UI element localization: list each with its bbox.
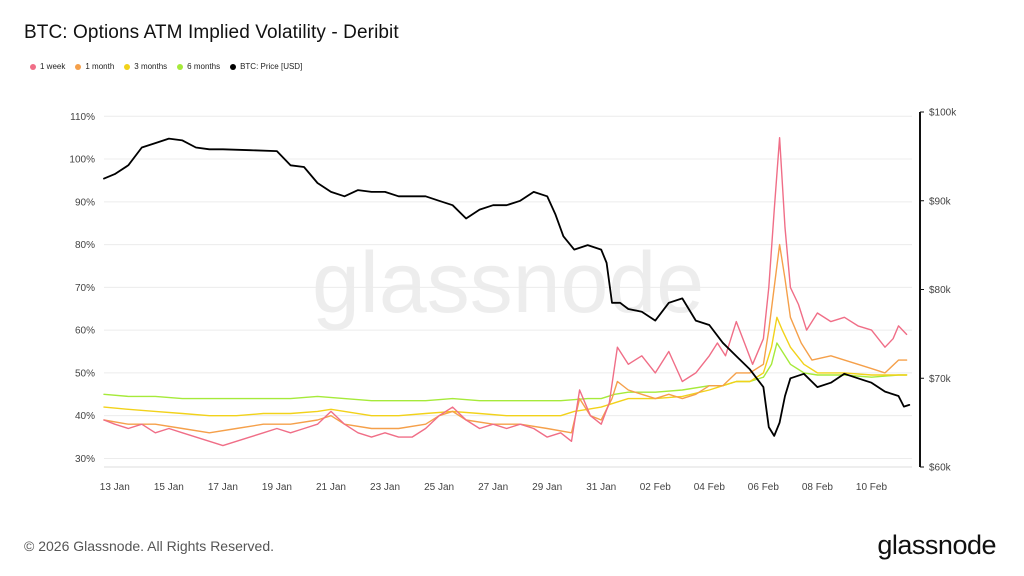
watermark: glassnode (312, 235, 704, 331)
glassnode-logo: glassnode (877, 530, 996, 560)
legend-swatch-3-months (124, 63, 131, 70)
series-line-btc-price-usd- (103, 137, 911, 437)
legend-label: 1 month (85, 62, 115, 71)
x-tick-label: 04 Feb (694, 482, 726, 493)
chart-title: BTC: Options ATM Implied Volatility - De… (24, 22, 399, 43)
y-left-tick-label: 110% (70, 112, 95, 123)
y-left-tick-label: 50% (75, 368, 95, 379)
copyright-footer: © 2026 Glassnode. All Rights Reserved. (24, 538, 275, 554)
x-tick-label: 15 Jan (154, 482, 184, 493)
chart-legend: 1 week 1 month 3 months 6 months BTC: Pr… (30, 62, 302, 71)
x-tick-label: 31 Jan (586, 482, 616, 493)
legend-item-1-month[interactable]: 1 month (75, 62, 114, 71)
y-right-tick-label: $80k (929, 285, 952, 296)
x-tick-label: 08 Feb (802, 482, 834, 493)
y-right-tick-label: $70k (929, 374, 952, 385)
y-left-tick-label: 80% (75, 240, 95, 251)
legend-swatch-1-week (30, 63, 36, 70)
legend-label: BTC: Price [USD] (240, 62, 303, 71)
x-tick-label: 17 Jan (208, 482, 238, 493)
x-tick-label: 02 Feb (640, 482, 672, 493)
y-left-tick-label: 90% (75, 197, 95, 208)
legend-item-btc-price[interactable]: BTC: Price [USD] (230, 62, 302, 71)
y-left-tick-label: 40% (75, 411, 95, 422)
legend-item-1-week[interactable]: 1 week (30, 62, 65, 71)
legend-label: 6 months (187, 62, 221, 71)
series-line-3-months (103, 316, 908, 417)
y-left-tick-label: 60% (75, 326, 95, 337)
x-tick-label: 23 Jan (370, 482, 400, 493)
y-left-tick-label: 100% (69, 155, 95, 166)
legend-label: 1 week (40, 62, 66, 71)
y-left-tick-label: 70% (75, 283, 95, 294)
x-tick-label: 25 Jan (424, 482, 454, 493)
legend-label: 3 months (134, 62, 168, 71)
x-tick-label: 10 Feb (856, 482, 888, 493)
legend-swatch-1-month (75, 63, 82, 70)
x-tick-label: 19 Jan (262, 482, 292, 493)
y-right-tick-label: $90k (929, 196, 952, 207)
y-right-tick-label: $100k (929, 108, 957, 119)
series-line-6-months (103, 342, 908, 402)
x-tick-label: 29 Jan (532, 482, 562, 493)
series-line-1-month (103, 243, 908, 434)
series-line-1-week (103, 137, 908, 447)
y-right-tick-label: $60k (929, 463, 952, 474)
legend-swatch-6-months (177, 63, 184, 70)
x-tick-label: 21 Jan (316, 482, 346, 493)
legend-swatch-btc-price (230, 63, 237, 70)
x-tick-label: 06 Feb (748, 482, 780, 493)
y-left-tick-label: 30% (75, 454, 95, 465)
legend-item-6-months[interactable]: 6 months (177, 62, 220, 71)
legend-item-3-months[interactable]: 3 months (124, 62, 167, 71)
x-tick-label: 27 Jan (478, 482, 508, 493)
x-tick-label: 13 Jan (100, 482, 130, 493)
